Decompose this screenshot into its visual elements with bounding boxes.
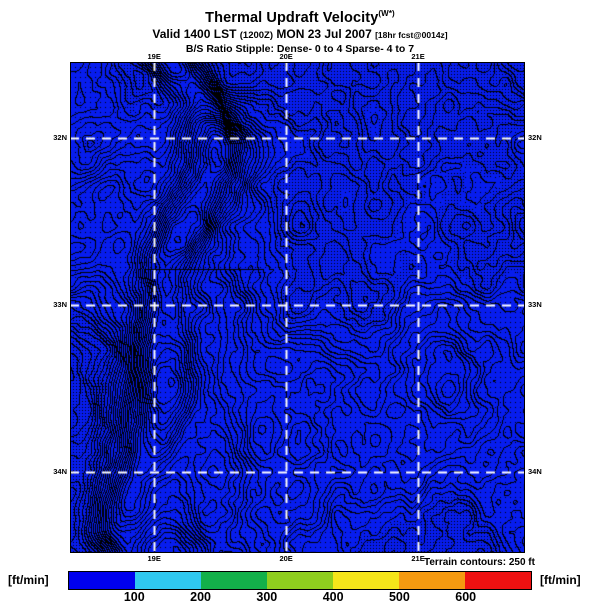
colorbar-tick-500: 500 [388, 590, 410, 604]
colorbar-tick-200: 200 [190, 590, 211, 604]
subtitle-utc-time: (1200Z) [239, 29, 274, 41]
colorbar-segment-2 [201, 572, 267, 589]
x-axis-tick-top-21E: 21E [411, 52, 425, 61]
y-axis-tick-left-33N: 33N [53, 300, 67, 310]
y-axis-tick-right-33N: 33N [528, 300, 542, 310]
colorbar[interactable]: 100 200 300 400 500 600 [68, 571, 532, 604]
x-axis-tick-top-19E: 19E [147, 52, 161, 61]
y-axis-tick-left-34N: 34N [53, 466, 67, 476]
colorbar-unit-right: [ft/min] [540, 573, 581, 587]
subtitle-forecast-tag: [18hr fcst@0014z] [375, 29, 448, 40]
subtitle-line-2: B/S Ratio Stipple: Dense- 0 to 4 Sparse-… [185, 42, 415, 55]
subtitle-valid-time: Valid 1400 LST [152, 26, 237, 41]
colorbar-tick-400: 400 [322, 590, 344, 604]
colorbar-segment-1 [135, 572, 201, 589]
header-titles: Thermal Updraft Velocity(W*) Valid 1400 … [0, 6, 600, 55]
colorbar-tick-600: 600 [455, 590, 477, 604]
map-raster[interactable] [70, 62, 525, 553]
colorbar-unit-left: [ft/min] [8, 573, 49, 587]
terrain-contour-note: Terrain contours: 250 ft [424, 557, 535, 568]
colorbar-segment-4 [333, 572, 399, 589]
x-axis-tick-bottom-19E: 19E [147, 554, 161, 563]
forecast-map[interactable] [70, 62, 525, 553]
colorbar-tick-100: 100 [123, 590, 145, 604]
x-axis-tick-bottom-21E: 21E [411, 554, 425, 563]
y-axis-tick-right-32N: 32N [528, 133, 542, 143]
colorbar-gradient[interactable] [68, 571, 532, 590]
colorbar-segment-5 [399, 572, 465, 589]
y-axis-tick-left-32N: 32N [53, 133, 67, 143]
x-axis-tick-top-20E: 20E [279, 52, 293, 61]
subtitle-date: MON 23 Jul 2007 [276, 26, 372, 41]
title-text: Thermal Updraft Velocity [205, 9, 379, 26]
colorbar-segment-0 [69, 572, 135, 589]
title-superscript: (W*) [378, 9, 395, 18]
x-axis-tick-bottom-20E: 20E [279, 554, 293, 563]
subtitle-line-1: Valid 1400 LST (1200Z) MON 23 Jul 2007 [… [0, 27, 600, 43]
page-title: Thermal Updraft Velocity(W*) [0, 6, 600, 26]
colorbar-tick-labels: 100 200 300 400 500 600 [68, 590, 532, 604]
colorbar-tick-300: 300 [256, 590, 278, 604]
colorbar-segment-6 [465, 572, 531, 589]
y-axis-tick-right-34N: 34N [528, 466, 542, 476]
colorbar-segment-3 [267, 572, 333, 589]
